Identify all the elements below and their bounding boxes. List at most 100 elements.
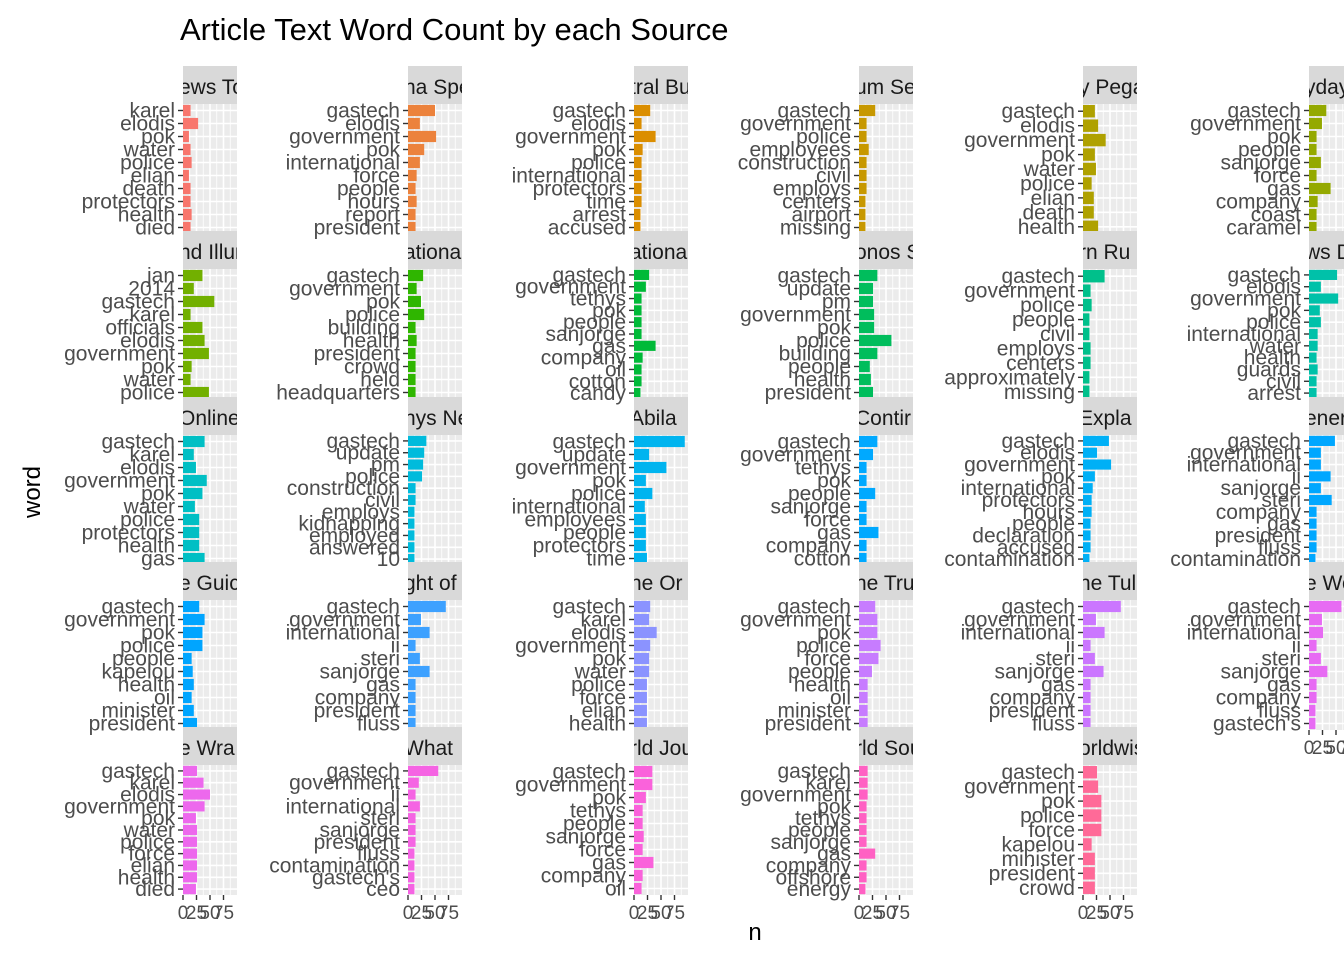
- word-label: president: [314, 343, 401, 366]
- word-label: elodis: [120, 784, 175, 807]
- word-label: pok: [817, 317, 851, 340]
- bar: [859, 860, 867, 871]
- word-label: minister: [1001, 848, 1075, 871]
- word-label: construction: [287, 477, 400, 500]
- bar: [1309, 340, 1318, 351]
- facet-strip-label: ews To: [179, 76, 244, 99]
- bar: [1309, 104, 1327, 117]
- word-label: answered: [309, 536, 400, 559]
- bar: [1083, 867, 1095, 880]
- facet-panel: e Worgastechgovernmentinternationaliiste…: [1187, 562, 1344, 759]
- bar: [859, 208, 866, 221]
- word-label: police: [345, 304, 400, 327]
- bar: [859, 347, 878, 360]
- word-label: update: [562, 444, 626, 467]
- facet-strip-label: Contir: [855, 407, 911, 430]
- bar: [183, 872, 198, 883]
- facet-panel: he Tulgastechgovernmentinternationaliist…: [961, 562, 1137, 736]
- word-label: karel: [129, 100, 175, 123]
- facet-panel: Abilagastechupdategovernmentpokpoliceint…: [512, 397, 688, 571]
- word-label: police: [1020, 172, 1075, 195]
- facet-strip-label: ational: [630, 241, 692, 264]
- bar: [859, 282, 874, 295]
- word-label: pok: [366, 139, 400, 162]
- word-label: sanjorge: [1220, 477, 1301, 500]
- bar: [1083, 148, 1095, 161]
- bar: [634, 388, 641, 399]
- bar: [408, 459, 424, 470]
- bar: [183, 860, 198, 871]
- bar: [1309, 156, 1321, 169]
- word-label: gastech: [777, 596, 851, 619]
- word-label: sanjorge: [770, 831, 851, 854]
- bar: [859, 801, 867, 812]
- bar: [183, 221, 191, 234]
- bar: [634, 817, 643, 830]
- bar: [408, 652, 420, 665]
- bar: [1309, 328, 1318, 340]
- word-label: international: [1187, 622, 1301, 645]
- word-label: civil: [365, 489, 400, 512]
- bar: [1083, 483, 1093, 494]
- word-label: kapelou: [101, 661, 175, 684]
- bar: [634, 156, 642, 169]
- word-label: ii: [391, 635, 400, 658]
- word-label: elodis: [120, 457, 175, 480]
- facet-panel: nys Negastechupdatepmpoliceconstructionc…: [287, 397, 462, 571]
- word-label: gastech: [1227, 596, 1301, 619]
- word-label: sanjorge: [319, 661, 400, 684]
- word-label: health: [794, 674, 851, 697]
- word-label: employs: [773, 178, 851, 201]
- word-label: ii: [1292, 465, 1301, 488]
- bar: [1309, 600, 1342, 613]
- word-label: government: [1190, 113, 1301, 136]
- bar: [634, 600, 651, 613]
- word-label: employs: [322, 501, 400, 524]
- word-label: gas: [592, 852, 626, 875]
- bar: [634, 717, 647, 730]
- facet-strip-label: tral Bu: [630, 76, 691, 99]
- bar: [634, 117, 642, 130]
- word-label: government: [740, 784, 851, 807]
- bar: [1083, 542, 1091, 553]
- bar: [859, 552, 867, 565]
- bar: [1083, 177, 1092, 190]
- bar: [634, 652, 650, 665]
- facet-panel: ews Tokarelelodispokwaterpoliceeliandeat…: [82, 66, 244, 240]
- word-label: government: [740, 304, 851, 327]
- word-label: gastech: [1001, 430, 1075, 453]
- facet-strip: [408, 397, 462, 435]
- word-label: company: [1216, 191, 1302, 214]
- bar: [1309, 388, 1317, 399]
- word-label: employees: [524, 509, 626, 532]
- word-label: sanjorge: [1220, 661, 1301, 684]
- word-label: police: [571, 483, 626, 506]
- bar: [1309, 376, 1317, 387]
- word-label: president: [765, 713, 852, 736]
- x-tick-label: 75: [889, 903, 910, 924]
- word-label: international: [512, 496, 626, 519]
- bar: [183, 156, 192, 169]
- bar: [408, 208, 416, 221]
- bar: [634, 526, 646, 539]
- word-label: building: [779, 343, 851, 366]
- word-label: tethys: [795, 807, 851, 830]
- word-label: international: [1187, 323, 1301, 346]
- facet-strip-label: rld Jou: [630, 737, 693, 760]
- word-label: gastech: [777, 760, 851, 783]
- word-label: elian: [582, 700, 626, 723]
- bar: [634, 765, 653, 778]
- bar: [859, 824, 867, 836]
- x-tick-label: 0: [854, 903, 865, 924]
- bar: [183, 765, 198, 776]
- bar: [1309, 678, 1317, 691]
- bar: [859, 836, 867, 847]
- bar: [183, 704, 194, 717]
- word-label: sanjorge: [770, 496, 851, 519]
- bar: [1309, 447, 1321, 458]
- bar: [183, 334, 205, 347]
- word-label: oil: [605, 358, 626, 381]
- bar: [408, 447, 425, 458]
- word-label: contamination: [944, 548, 1075, 571]
- bar: [408, 282, 417, 295]
